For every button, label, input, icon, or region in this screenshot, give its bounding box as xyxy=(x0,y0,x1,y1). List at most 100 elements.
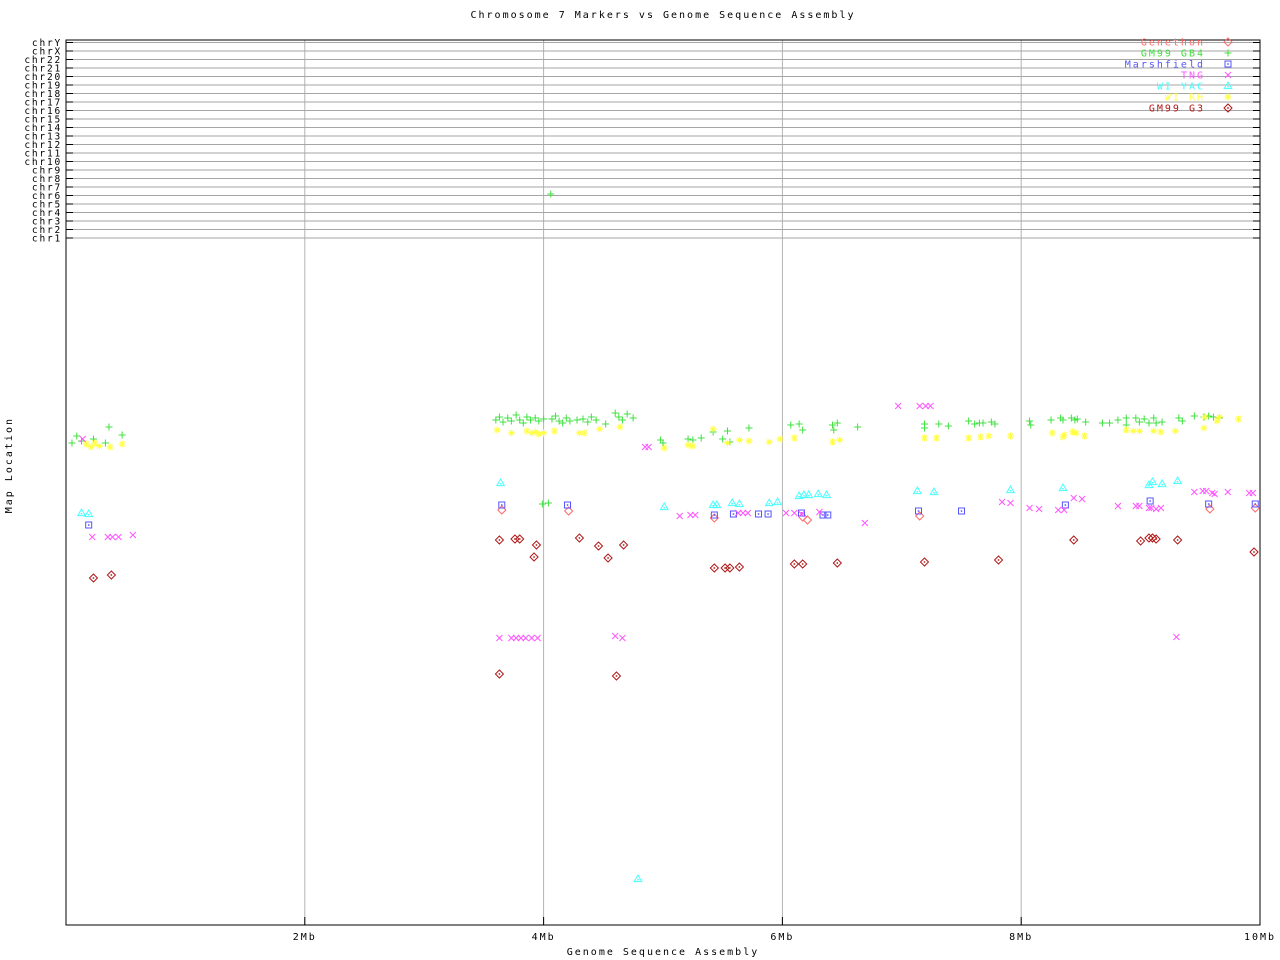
marker-dot xyxy=(1161,484,1163,486)
chromosome-label: chr12 xyxy=(24,140,62,151)
marker-open-diamond xyxy=(802,515,813,525)
chromosome-label: chr15 xyxy=(24,115,62,126)
chromosome-label: chr17 xyxy=(24,98,62,109)
marker-cross xyxy=(508,634,515,642)
marker-dot xyxy=(803,495,805,497)
marker-triangle-dot xyxy=(633,873,643,883)
marker-plus xyxy=(499,418,507,426)
marker-plus xyxy=(523,413,531,421)
marker-asterisk xyxy=(709,425,717,433)
marker-plus xyxy=(1059,416,1067,424)
marker-dot xyxy=(663,507,665,509)
marker-plus xyxy=(118,431,126,439)
marker-cross xyxy=(1173,633,1180,641)
marker-plus xyxy=(587,413,595,421)
marker-open-diamond xyxy=(497,505,507,515)
marker-plus xyxy=(516,416,524,424)
marker-cross xyxy=(739,509,747,517)
marker-plus xyxy=(1122,414,1130,422)
marker-dot xyxy=(793,563,796,565)
marker-plus xyxy=(1098,419,1106,427)
marker-plus xyxy=(602,420,610,428)
marker-cross xyxy=(687,511,694,519)
marker-dot xyxy=(514,538,516,540)
marker-asterisk xyxy=(920,434,928,442)
marker-plus xyxy=(1178,417,1186,425)
marker-dot xyxy=(535,544,538,546)
marker-plus xyxy=(1047,416,1055,424)
marker-asterisk xyxy=(1171,427,1179,435)
chromosome-label: chr14 xyxy=(24,123,62,134)
marker-cross xyxy=(1211,490,1218,498)
marker-dot xyxy=(923,561,926,563)
marker-dot xyxy=(933,492,935,494)
marker-open-diamond xyxy=(915,511,925,521)
marker-plus xyxy=(562,414,570,422)
marker-dot xyxy=(1062,488,1064,490)
marker-diamond-dot xyxy=(1151,534,1161,544)
marker-plus xyxy=(1067,414,1075,422)
marker-triangle-dot xyxy=(1005,484,1016,494)
marker-dot xyxy=(738,566,741,568)
marker-triangle-dot xyxy=(1223,80,1233,90)
marker-cross xyxy=(1070,494,1078,502)
marker-plus xyxy=(1145,419,1153,427)
marker-dot xyxy=(1155,538,1157,540)
marker-plus xyxy=(559,419,567,427)
marker-asterisk xyxy=(1215,413,1223,421)
marker-plus xyxy=(540,415,548,423)
marker-plus xyxy=(68,439,76,447)
marker-asterisk xyxy=(776,435,784,443)
marker-triangle-dot xyxy=(1147,476,1158,486)
marker-asterisk xyxy=(1122,426,1130,434)
marker-dot xyxy=(1064,504,1067,506)
marker-plus xyxy=(544,499,552,507)
marker-dot xyxy=(715,505,718,507)
marker-cross xyxy=(1078,495,1086,503)
x-tick-label: 2Mb xyxy=(293,932,317,943)
marker-diamond-dot xyxy=(734,562,745,572)
marker-diamond-dot xyxy=(574,533,585,543)
marker-plus xyxy=(512,411,520,419)
marker-asterisk xyxy=(1060,431,1068,439)
marker-dot xyxy=(110,574,113,576)
marker-cross xyxy=(691,511,699,519)
marker-asterisk xyxy=(616,423,624,431)
marker-cross xyxy=(998,498,1006,506)
marker-cross xyxy=(512,634,520,642)
marker-plus xyxy=(1140,415,1148,423)
marker-open-diamond xyxy=(1205,504,1215,514)
marker-dot xyxy=(836,562,839,564)
marker-plus xyxy=(579,415,587,423)
marker-plus xyxy=(78,437,86,445)
x-tick-label: 8Mb xyxy=(1009,932,1033,943)
marker-cross xyxy=(522,634,530,642)
marker-plus xyxy=(833,419,841,427)
marker-diamond-dot xyxy=(725,563,735,573)
marker-plus xyxy=(830,426,838,434)
marker-square xyxy=(710,511,718,519)
marker-plus xyxy=(965,417,973,425)
marker-plus xyxy=(584,418,592,426)
marker-asterisk xyxy=(765,438,773,446)
marker-asterisk xyxy=(493,426,501,434)
marker-plus xyxy=(615,413,623,421)
marker-asterisk xyxy=(118,440,126,448)
marker-triangle-dot xyxy=(495,477,506,487)
marker-plus xyxy=(854,423,862,431)
marker-dot xyxy=(713,567,716,569)
marker-asterisk xyxy=(540,429,548,437)
marker-square xyxy=(958,507,965,515)
marker-cross xyxy=(129,531,137,539)
marker-asterisk xyxy=(660,444,668,452)
marker-dot xyxy=(916,491,919,493)
marker-dot xyxy=(1072,539,1075,541)
chromosome-label: chr13 xyxy=(24,132,62,143)
marker-dot xyxy=(533,556,535,558)
marker-cross xyxy=(517,634,525,642)
plot-border xyxy=(65,39,1261,926)
marker-diamond-dot xyxy=(611,671,622,681)
marker-asterisk xyxy=(523,427,531,435)
marker-dot xyxy=(1149,500,1151,502)
